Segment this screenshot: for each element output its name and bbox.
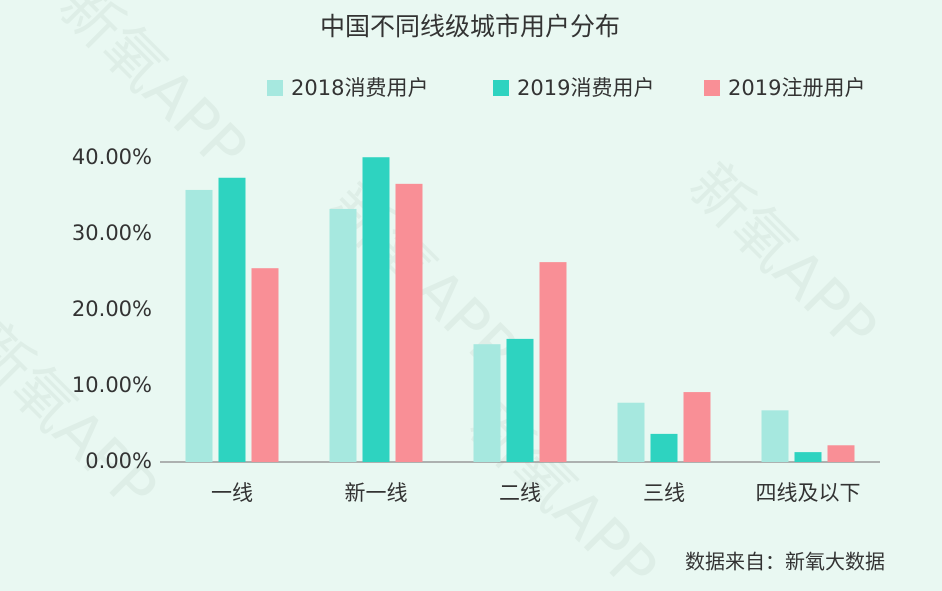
bar — [185, 189, 213, 463]
legend-swatch — [704, 80, 720, 96]
bar — [506, 338, 534, 462]
legend-label: 2019注册用户 — [728, 76, 865, 100]
bar — [329, 208, 357, 462]
bar — [617, 402, 645, 462]
y-tick-label: 30.00% — [72, 221, 152, 245]
bar — [251, 268, 279, 462]
legend-swatch — [493, 80, 509, 96]
bar — [827, 445, 855, 462]
chart-title: 中国不同线级城市用户分布 — [320, 12, 620, 41]
x-tick-label: 四线及以下 — [756, 481, 861, 505]
bar — [794, 452, 822, 462]
bar — [395, 183, 423, 462]
bar — [761, 410, 789, 462]
y-tick-label: 0.00% — [85, 449, 152, 473]
y-tick-label: 40.00% — [72, 145, 152, 169]
x-tick-label: 三线 — [643, 481, 685, 505]
y-tick-label: 10.00% — [72, 373, 152, 397]
bar — [683, 392, 711, 462]
x-tick-label: 一线 — [211, 481, 253, 505]
y-tick-label: 20.00% — [72, 297, 152, 321]
x-tick-label: 新一线 — [345, 481, 408, 505]
bar — [539, 262, 567, 462]
bar — [473, 344, 501, 462]
bar — [650, 433, 678, 462]
x-tick-label: 二线 — [499, 481, 541, 505]
bar — [218, 177, 246, 462]
legend-swatch — [267, 80, 283, 96]
source-note: 数据来自：新氧大数据 — [685, 550, 885, 574]
bar — [362, 157, 390, 463]
legend-label: 2019消费用户 — [517, 76, 654, 100]
legend-label: 2018消费用户 — [291, 76, 428, 100]
